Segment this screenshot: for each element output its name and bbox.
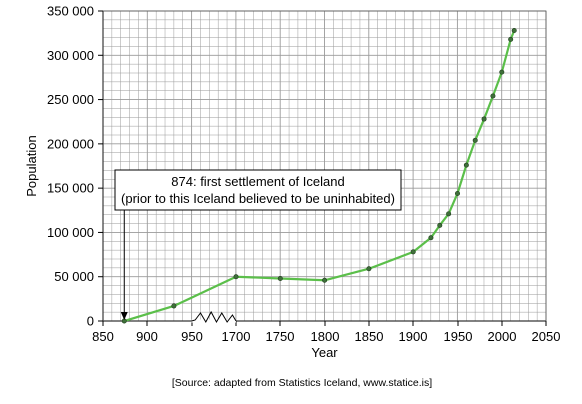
x-tick-label: 950 xyxy=(181,329,203,344)
x-tick-labels: 850 900 950 1700 1750 1800 1850 1900 1950 2000 205… xyxy=(92,329,560,344)
data-point xyxy=(499,69,505,75)
data-point xyxy=(454,190,460,196)
x-tick-label: 1700 xyxy=(222,329,251,344)
x-axis-label: Year xyxy=(311,345,338,360)
data-point xyxy=(428,235,434,241)
data-point xyxy=(277,275,283,281)
axis-break-mark xyxy=(191,310,237,324)
annotation-line-2: (prior to this Iceland believed to be un… xyxy=(121,191,395,206)
annotation-arrowhead xyxy=(120,312,128,320)
annotation-group: 874: first settlement of Iceland (prior … xyxy=(114,169,402,320)
y-tick-label: 100 000 xyxy=(47,225,94,240)
data-point xyxy=(472,137,478,143)
data-point xyxy=(463,162,469,168)
data-point xyxy=(171,303,177,309)
y-tick-label: 350 000 xyxy=(47,4,94,19)
population-series xyxy=(121,27,517,324)
data-point xyxy=(322,277,328,283)
y-tick-labels: 0 50 000 100 000 150 000 200 000 250 000 300 0… xyxy=(47,4,94,329)
data-point xyxy=(233,274,239,280)
chart-axes xyxy=(98,10,547,326)
y-tick-label: 250 000 xyxy=(47,92,94,107)
x-tick-label: 2000 xyxy=(488,329,517,344)
data-point xyxy=(410,249,416,255)
data-point xyxy=(437,222,443,228)
axis-break-zigzag xyxy=(191,310,237,324)
y-tick-label: 200 000 xyxy=(47,136,94,151)
source-note: [Source: adapted from Statistics Iceland… xyxy=(172,377,432,389)
data-point xyxy=(366,266,372,272)
y-tick-label: 50 000 xyxy=(54,269,94,284)
data-point xyxy=(511,27,517,33)
annotation-box xyxy=(114,169,402,211)
x-tick-label: 2050 xyxy=(532,329,561,344)
x-tick-label: 1750 xyxy=(266,329,295,344)
y-axis-label: Population xyxy=(24,135,39,196)
data-point xyxy=(508,36,514,42)
x-tick-label: 850 xyxy=(92,329,114,344)
x-tick-label: 1900 xyxy=(399,329,428,344)
x-tick-label: 1850 xyxy=(355,329,384,344)
data-point xyxy=(481,116,487,122)
population-line xyxy=(123,30,516,323)
data-point xyxy=(446,211,452,217)
y-tick-label: 150 000 xyxy=(47,181,94,196)
x-tick-label: 900 xyxy=(136,329,158,344)
x-tick-label: 1950 xyxy=(444,329,473,344)
data-point xyxy=(490,93,496,99)
annotation-line-1: 874: first settlement of Iceland xyxy=(171,174,344,189)
chart-grid xyxy=(102,10,547,322)
y-tick-label: 300 000 xyxy=(47,48,94,63)
y-tick-label: 0 xyxy=(87,314,94,329)
x-tick-label: 1800 xyxy=(311,329,340,344)
